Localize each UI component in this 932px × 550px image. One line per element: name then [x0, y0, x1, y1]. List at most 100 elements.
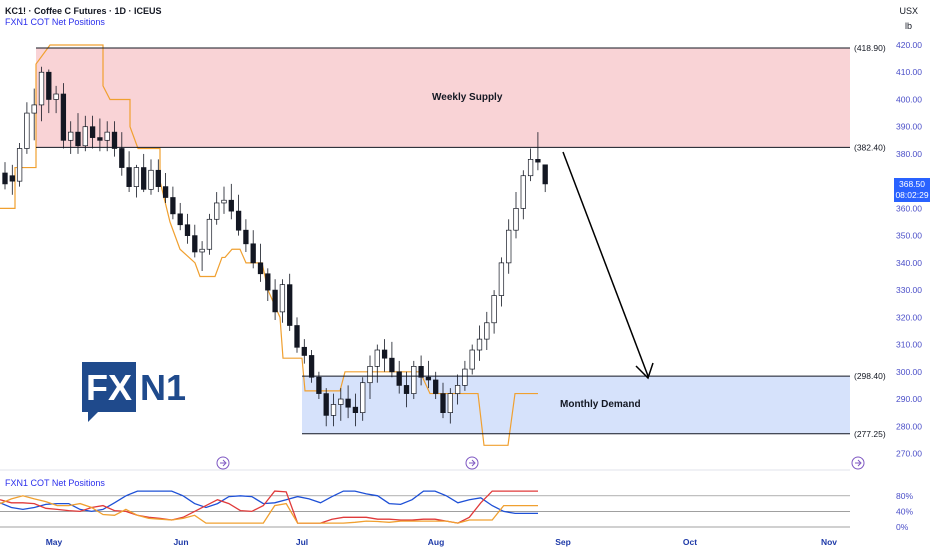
indicator-label[interactable]: FXN1 COT Net Positions: [5, 17, 105, 27]
candle-body: [418, 366, 424, 378]
candle-body: [46, 71, 52, 100]
y-tick-label: 420.00: [896, 40, 922, 50]
chart-title: KC1! · Coffee C Futures · 1D · ICEUS: [5, 6, 162, 16]
y-tick-label: 310.00: [896, 340, 922, 350]
candle-body: [126, 167, 132, 187]
candle: [418, 355, 424, 386]
candle-body: [24, 112, 30, 149]
candle: [199, 241, 205, 272]
candle-body: [97, 137, 103, 141]
y-tick-label: 330.00: [896, 285, 922, 295]
candle: [403, 371, 410, 408]
candle: [520, 170, 526, 220]
candle: [484, 311, 490, 351]
candle: [330, 393, 337, 427]
candle-body: [89, 126, 96, 138]
candle-body: [133, 167, 140, 187]
candle: [235, 194, 242, 236]
candle: [345, 385, 351, 419]
candle-body: [360, 382, 366, 413]
candle-body: [338, 398, 344, 405]
candle-body: [192, 235, 198, 253]
candle: [250, 230, 256, 269]
candle-body: [520, 175, 526, 209]
level-label: (298.40): [854, 371, 886, 381]
candle-body: [155, 169, 161, 187]
candle-body: [235, 210, 242, 231]
candle: [265, 268, 271, 301]
candle: [360, 377, 366, 421]
candle-body: [75, 131, 81, 147]
level-label: (418.90): [854, 43, 886, 53]
arrow-head-icon: [635, 362, 654, 380]
candle-body: [16, 148, 23, 182]
cot-tick-label: 40%: [896, 506, 913, 516]
countdown-timer: 08:02:29: [895, 190, 929, 200]
event-marker-icon: [216, 456, 230, 470]
candle: [119, 132, 125, 176]
y-tick-label: 350.00: [896, 231, 922, 241]
indicator-pane-label[interactable]: FXN1 COT Net Positions: [5, 478, 105, 488]
candle-body: [265, 273, 271, 291]
candle-body: [141, 167, 147, 190]
last-price-value: 368.50: [899, 179, 925, 189]
y-tick-label: 340.00: [896, 258, 922, 268]
candle: [155, 159, 161, 193]
candle-body: [403, 385, 410, 394]
candle: [206, 213, 213, 255]
candle-body: [60, 93, 67, 141]
candle-body: [31, 104, 37, 114]
supply-zone-label: Weekly Supply: [432, 92, 503, 103]
candle-body: [287, 284, 293, 326]
fxn1-logo: FX N1: [82, 362, 186, 422]
x-tick-label: May: [46, 537, 63, 547]
candle-body: [279, 284, 286, 313]
candle-body: [272, 289, 278, 313]
candle-body: [257, 262, 264, 275]
candle: [162, 172, 169, 203]
candle: [389, 341, 395, 378]
candle: [308, 350, 315, 383]
candle: [46, 69, 52, 114]
candle-body: [243, 229, 249, 245]
candle: [192, 224, 198, 258]
candle-body: [374, 349, 380, 367]
candle: [9, 164, 15, 195]
candle-body: [221, 199, 227, 204]
y-tick-label: 270.00: [896, 449, 922, 459]
candle-body: [38, 71, 45, 106]
cot-series-blue: [0, 490, 538, 515]
candle-body: [352, 406, 359, 414]
candle-body: [381, 349, 388, 359]
candle-body: [68, 131, 74, 141]
cot-series-orange: [0, 495, 538, 524]
candle: [2, 162, 8, 190]
candle-body: [367, 366, 373, 384]
candle-body: [484, 322, 490, 340]
event-arrow: [469, 459, 476, 467]
event-marker-icon: [465, 456, 479, 470]
unit-label: lb: [904, 21, 912, 31]
candle-body: [323, 393, 329, 416]
candle-body: [9, 175, 15, 182]
y-tick-label: 410.00: [896, 67, 922, 77]
y-tick-label: 320.00: [896, 312, 922, 322]
candle-body: [389, 357, 395, 373]
candle: [352, 393, 359, 427]
y-tick-label: 360.00: [896, 203, 922, 213]
candle: [243, 219, 249, 252]
event-marker-icon: [851, 456, 865, 470]
candle-body: [433, 379, 439, 394]
candle-body: [111, 131, 118, 149]
candle: [447, 388, 453, 424]
currency-label: USX: [899, 6, 918, 16]
last-price-badge: 368.50 08:02:29: [894, 178, 930, 202]
projection-arrow: [562, 151, 649, 377]
candle-body: [119, 148, 125, 168]
candle-body: [104, 131, 110, 141]
candle-body: [462, 368, 468, 386]
candle-body: [294, 325, 300, 348]
candle-body: [82, 126, 88, 147]
candle: [367, 355, 373, 400]
candle: [228, 183, 234, 220]
